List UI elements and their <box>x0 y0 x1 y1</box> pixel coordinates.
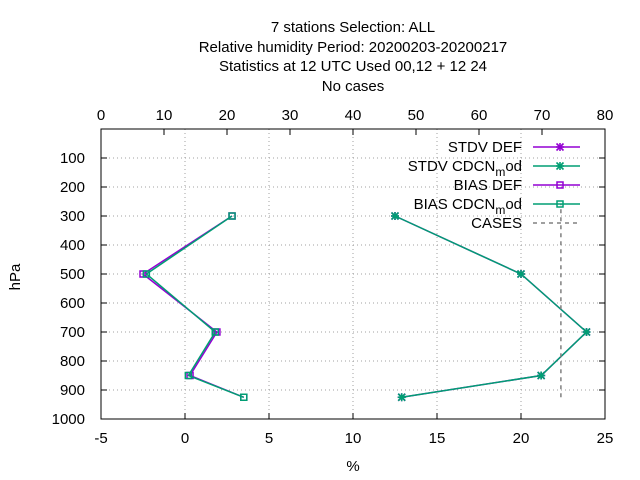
chart-title-line-3: Statistics at 12 UTC Used 00,12 + 12 24 <box>219 58 487 75</box>
y-tick-label: 100 <box>60 150 85 167</box>
y-tick-label: 600 <box>60 295 85 312</box>
data-point <box>142 270 151 278</box>
series-bias-cdcn-mod <box>142 212 248 401</box>
grid-lines <box>101 129 605 419</box>
x-tick-label: 5 <box>265 430 273 447</box>
x-axis-tick-labels: -5 0 5 10 15 20 25 <box>94 430 613 447</box>
x-tick-label: 15 <box>429 430 446 447</box>
legend-item-bias-def: BIAS DEF <box>454 177 580 194</box>
data-point <box>397 393 406 402</box>
x-tick-label: -5 <box>94 430 107 447</box>
data-point <box>390 211 400 221</box>
x2-tick-label: 70 <box>534 107 551 124</box>
x-tick-label: 10 <box>345 430 362 447</box>
series-line <box>141 215 245 398</box>
series-bias-def <box>139 212 248 401</box>
x2-tick-label: 80 <box>597 107 614 124</box>
y-tick-label: 400 <box>60 237 85 254</box>
data-point <box>537 371 546 380</box>
legend-label: CASES <box>471 215 522 232</box>
y-axis-label: hPa <box>7 263 24 290</box>
x2-tick-label: 50 <box>408 107 425 124</box>
axis-ticks <box>100 129 606 420</box>
y-tick-label: 300 <box>60 208 85 225</box>
y-tick-label: 900 <box>60 382 85 399</box>
x-tick-label: 0 <box>181 430 189 447</box>
y-axis-tick-labels: 100 200 300 400 500 600 700 800 900 1000 <box>52 150 85 428</box>
chart-title-line-4: No cases <box>322 78 385 95</box>
data-point <box>211 328 219 336</box>
series-line <box>145 215 245 398</box>
legend-item-stdv-cdcn-mod: STDV CDCNmod <box>408 158 580 179</box>
y-tick-label: 200 <box>60 179 85 196</box>
x2-tick-label: 60 <box>471 107 488 124</box>
data-point <box>184 371 193 380</box>
y-tick-label: 800 <box>60 353 85 370</box>
legend-label: BIAS DEF <box>454 177 522 194</box>
legend-label: BIAS CDCNmod <box>414 196 522 217</box>
data-series <box>139 204 591 402</box>
x2-tick-label: 0 <box>97 107 105 124</box>
series-stdv-cdcn-mod <box>390 211 591 402</box>
legend-item-cases: CASES <box>471 215 580 232</box>
legend-label: STDV CDCNmod <box>408 158 522 179</box>
x2-axis-tick-labels: 0 10 20 30 40 50 60 70 80 <box>97 107 614 124</box>
chart-title: 7 stations Selection: ALL Relative humid… <box>199 19 508 95</box>
x-axis-label: % <box>346 458 359 475</box>
x2-tick-label: 10 <box>156 107 173 124</box>
y-tick-label: 500 <box>60 266 85 283</box>
data-point <box>516 269 526 279</box>
chart-title-line-2: Relative humidity Period: 20200203-20200… <box>199 39 508 56</box>
x2-tick-label: 40 <box>345 107 362 124</box>
y-tick-label: 700 <box>60 324 85 341</box>
data-point <box>240 393 248 401</box>
legend-marker <box>555 161 565 171</box>
legend-marker <box>556 200 564 208</box>
legend-item-bias-cdcn-mod: BIAS CDCNmod <box>414 196 580 217</box>
x-tick-label: 20 <box>513 430 530 447</box>
legend-item-stdv-def: STDV DEF <box>448 139 580 156</box>
data-point <box>582 327 591 337</box>
x2-tick-label: 20 <box>219 107 236 124</box>
legend-marker <box>556 181 564 189</box>
y-tick-label: 1000 <box>52 411 85 428</box>
x-tick-label: 25 <box>597 430 614 447</box>
data-point <box>228 212 236 220</box>
x2-tick-label: 30 <box>282 107 299 124</box>
legend-label: STDV DEF <box>448 139 522 156</box>
series-line <box>394 215 588 399</box>
legend-marker <box>555 142 565 152</box>
chart-title-line-1: 7 stations Selection: ALL <box>271 19 435 36</box>
